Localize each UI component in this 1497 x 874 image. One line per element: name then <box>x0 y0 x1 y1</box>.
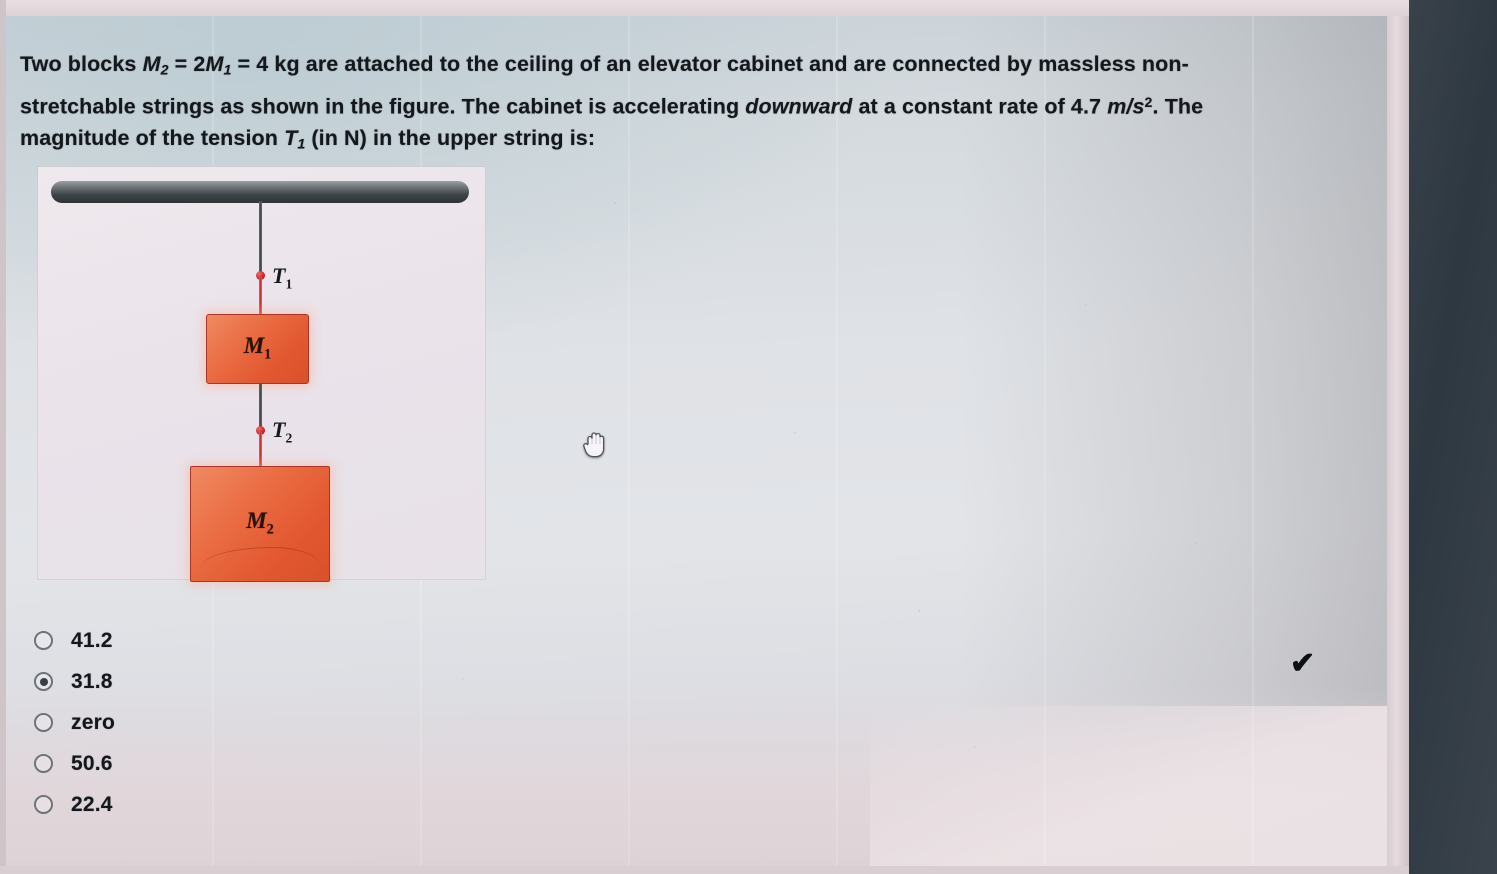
string-segment-upper-red <box>259 277 262 316</box>
question-part-3: at a constant rate of 4.7 <box>852 94 1108 119</box>
block-m2: M2 <box>190 466 330 582</box>
units-m-per-s: m/s <box>1107 94 1145 119</box>
tension-upper-symbol: T <box>272 263 286 288</box>
block-m2-symbol: M <box>246 508 267 534</box>
answer-options-list: 41.2 31.8 zero 50.6 22.4 <box>34 620 454 825</box>
radio-button-3[interactable] <box>34 754 53 773</box>
background-dark-area <box>1409 0 1497 874</box>
question-part-4: . The magnitude of the tension <box>20 94 1204 151</box>
tension-lower-symbol: T <box>272 417 286 442</box>
screen-content: Two blocks M2 = 2M1 = 4 kg are attached … <box>6 16 1390 866</box>
option-label-3[interactable]: 50.6 <box>71 751 113 775</box>
block-m1-label: M1 <box>207 333 308 364</box>
option-label-0[interactable]: 41.2 <box>71 628 113 652</box>
monitor-bezel-top <box>0 0 1412 16</box>
tension-upper-subscript: 1 <box>285 276 293 292</box>
block-m2-surface-mark <box>201 547 321 567</box>
symbol-m2: M <box>142 52 161 76</box>
monitor-frame-right-edge <box>1387 0 1409 874</box>
option-label-4[interactable]: 22.4 <box>71 792 113 816</box>
ceiling-bar-icon <box>51 181 469 203</box>
block-m1: M1 <box>206 314 309 384</box>
block-m2-subscript: 2 <box>266 521 274 538</box>
option-row-2[interactable]: zero <box>34 702 454 743</box>
screen-tint-bottomright <box>870 706 1390 866</box>
units-exponent: 2 <box>1144 94 1153 111</box>
monitor-bezel-left <box>0 0 6 874</box>
question-part-2: = 4 kg are attached to the ceiling of an… <box>20 52 1189 119</box>
symbol-t1-subscript: 1 <box>297 136 306 153</box>
tension-label-lower: T2 <box>272 417 292 446</box>
option-label-1[interactable]: 31.8 <box>71 669 113 693</box>
option-row-4[interactable]: 22.4 <box>34 784 454 825</box>
option-label-2[interactable]: zero <box>71 710 115 734</box>
block-m2-label: M2 <box>191 508 329 539</box>
question-part-1: Two blocks <box>20 52 143 76</box>
physics-figure-panel: T1 M1 T2 M2 <box>38 167 485 582</box>
symbol-t1: T <box>284 126 298 151</box>
question-text: Two blocks M2 = 2M1 = 4 kg are attached … <box>20 48 1290 161</box>
symbol-m2-subscript: 2 <box>160 62 169 79</box>
check-mark-icon: ✔ <box>1290 647 1316 680</box>
block-m1-subscript: 1 <box>264 346 272 363</box>
grab-hand-cursor-icon <box>581 429 607 459</box>
option-row-0[interactable]: 41.2 <box>34 620 454 661</box>
question-part-5: (in N) in the upper string is: <box>305 126 596 151</box>
tension-label-upper: T1 <box>272 263 292 292</box>
string-segment-upper-gray <box>259 201 262 275</box>
radio-button-2[interactable] <box>34 713 53 732</box>
option-row-3[interactable]: 50.6 <box>34 743 454 784</box>
emphasis-downward: downward <box>745 94 853 119</box>
block-m1-symbol: M <box>243 333 265 359</box>
string-segment-lower-gray <box>259 384 262 431</box>
symbol-m1-subscript: 1 <box>223 62 232 79</box>
string-segment-lower-red <box>259 432 262 468</box>
tension-point-lower-dot <box>256 426 265 435</box>
tension-lower-subscript: 2 <box>285 430 293 446</box>
option-row-1[interactable]: 31.8 <box>34 661 454 702</box>
radio-button-1-selected[interactable] <box>34 672 53 691</box>
radio-button-0[interactable] <box>34 631 53 650</box>
symbol-m1: M <box>205 52 224 76</box>
monitor-bezel-bottom <box>0 866 1412 874</box>
question-eq-1: = 2 <box>168 52 206 76</box>
radio-button-4[interactable] <box>34 795 53 814</box>
tension-point-upper-dot <box>256 271 265 280</box>
